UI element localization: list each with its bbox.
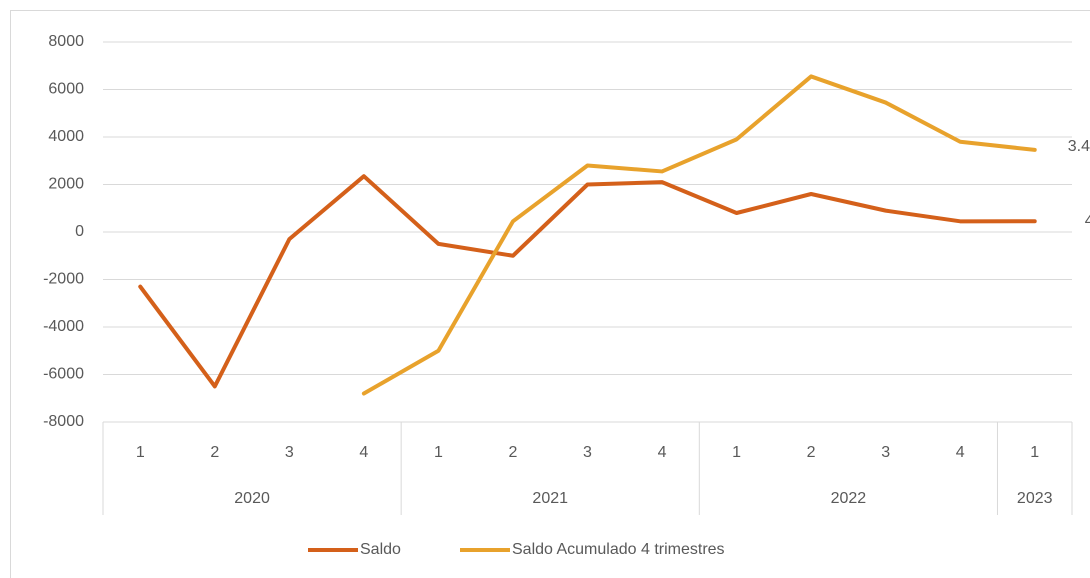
legend-label: Saldo	[360, 541, 401, 558]
y-tick-label: -8000	[43, 413, 84, 430]
x-tick-label: 1	[732, 444, 741, 461]
data-label: 3.458	[1068, 138, 1090, 155]
y-tick-label: 2000	[48, 176, 84, 193]
x-tick-label: 3	[881, 444, 890, 461]
x-tick-label: 1	[1030, 444, 1039, 461]
x-tick-label: 3	[285, 444, 294, 461]
x-group-label: 2020	[234, 490, 270, 507]
line	[361, 74, 1037, 396]
x-tick-label: 1	[434, 444, 443, 461]
y-tick-label: -2000	[43, 271, 84, 288]
legend-label: Saldo Acumulado 4 trimestres	[512, 541, 725, 558]
y-tick-label: 8000	[48, 33, 84, 50]
x-group-label: 2021	[532, 490, 568, 507]
y-tick-label: 4000	[48, 128, 84, 145]
x-tick-label: 3	[583, 444, 592, 461]
y-tick-label: 0	[75, 223, 84, 240]
x-tick-label: 4	[658, 444, 667, 461]
x-tick-label: 1	[136, 444, 145, 461]
x-tick-label: 4	[359, 444, 368, 461]
line	[138, 174, 1037, 389]
x-tick-label: 2	[807, 444, 816, 461]
y-tick-label: -6000	[43, 366, 84, 383]
x-tick-label: 2	[509, 444, 518, 461]
x-tick-label: 2	[210, 444, 219, 461]
y-tick-label: -4000	[43, 318, 84, 335]
data-label: 451	[1085, 213, 1090, 230]
y-tick-label: 6000	[48, 81, 84, 98]
x-tick-label: 4	[956, 444, 965, 461]
x-group-label: 2022	[831, 490, 867, 507]
chart-border	[10, 10, 1090, 578]
x-group-label: 2023	[1017, 490, 1053, 507]
